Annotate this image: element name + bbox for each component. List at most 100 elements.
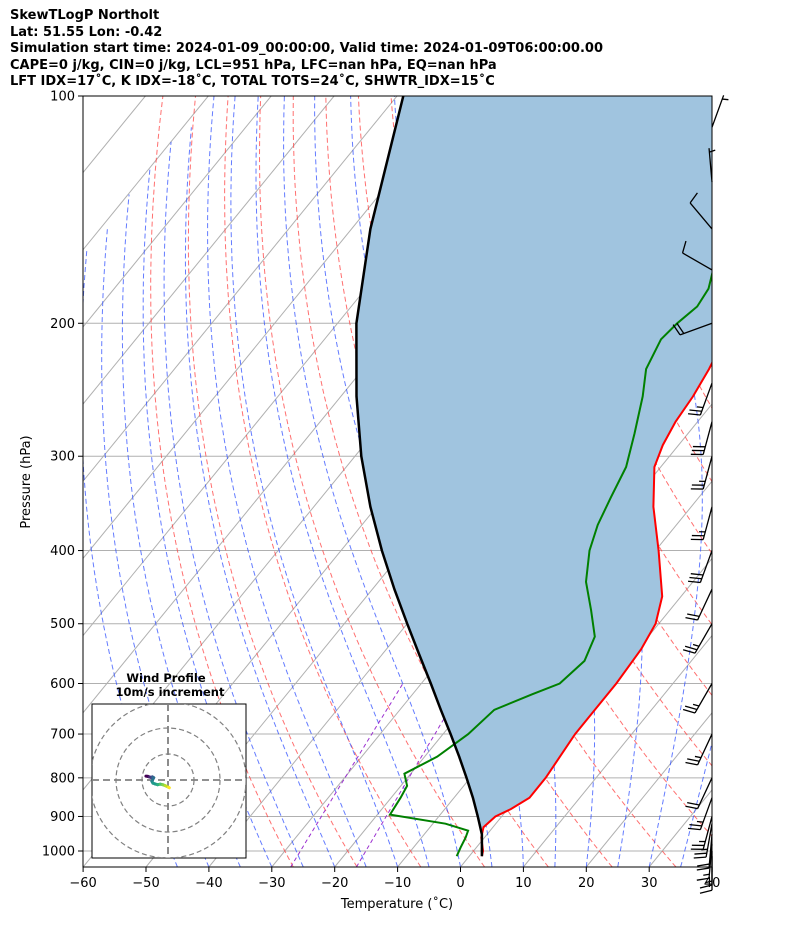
header-indices-line: LFT IDX=17˚C, K IDX=-18˚C, TOTAL TOTS=24…	[10, 74, 495, 89]
figure-header: SkewTLogP Northolt Lat: 51.55 Lon: -0.42…	[10, 8, 603, 91]
wind-barb-flag	[685, 761, 698, 766]
dry-adiabat	[150, 96, 294, 867]
wind-barb	[690, 421, 713, 456]
wind-barb-half-flag	[703, 873, 710, 876]
mixing-ratio-line	[290, 683, 404, 867]
wind-barb	[688, 550, 713, 584]
wind-barb-flag	[689, 409, 702, 412]
wind-barb-flag	[688, 827, 701, 831]
wind-barb-flag	[688, 413, 701, 416]
wind-barb-flag	[694, 852, 707, 855]
wind-barb-half-flag	[692, 703, 700, 707]
wind-barb-shaft	[702, 421, 713, 455]
wind-barb-shaft	[697, 588, 713, 621]
x-tick-label: 10	[515, 876, 532, 891]
y-tick-label: 200	[50, 317, 75, 332]
wind-barb-shaft	[697, 733, 713, 766]
moist-adiabat	[611, 96, 703, 867]
wind-barb-flag	[676, 322, 685, 334]
x-tick-label: −30	[258, 876, 285, 891]
dry-adiabat	[717, 96, 794, 867]
wind-barb-flag	[689, 576, 702, 580]
y-tick-label: 700	[50, 728, 75, 743]
wind-barb-shaft	[705, 823, 713, 858]
wind-barb-shaft	[694, 683, 713, 714]
wind-barb-flag	[682, 649, 696, 654]
y-tick-label: 400	[50, 544, 75, 559]
x-tick-label: −40	[195, 876, 222, 891]
isotherm-50	[775, 96, 794, 867]
wind-barb-flag	[688, 580, 701, 584]
hodograph-plot	[92, 704, 246, 858]
wind-barb	[690, 816, 713, 850]
header-cape-line: CAPE=0 j/kg, CIN=0 j/kg, LCL=951 hPa, LF…	[10, 57, 497, 73]
wind-barb-flag	[685, 805, 698, 810]
cape-cin-shading	[356, 96, 712, 857]
wind-barb	[690, 506, 713, 541]
wind-barb	[685, 733, 713, 766]
wind-barb	[696, 834, 713, 871]
isotherm-20	[585, 711, 712, 867]
moist-adiabat	[101, 228, 210, 867]
wind-barb	[699, 851, 713, 889]
wind-barb-shaft	[711, 95, 725, 128]
isotherm--140	[83, 96, 209, 251]
wind-barb-flag	[681, 240, 687, 254]
y-tick-label: 300	[50, 450, 75, 465]
wind-barb-shaft	[699, 382, 713, 416]
wind-barb-flag	[699, 884, 713, 889]
wind-barb-flag	[687, 802, 700, 806]
wind-barbs	[672, 95, 729, 894]
dry-adiabat	[258, 96, 486, 867]
isotherm--130	[83, 96, 272, 328]
y-tick-label: 100	[50, 90, 75, 105]
isotherm--100	[83, 96, 461, 560]
y-tick-label: 500	[50, 617, 75, 632]
x-tick-label: −50	[132, 876, 159, 891]
moist-adiabat	[744, 96, 794, 867]
wind-barb-half-flag	[696, 406, 704, 409]
x-axis-label: Temperature (˚C)	[340, 896, 453, 912]
isotherm--120	[83, 96, 335, 405]
wind-barb-flag	[696, 877, 710, 881]
wind-barb-shaft	[708, 148, 713, 183]
wind-barb-flag	[687, 613, 700, 618]
wind-barb-flag	[696, 867, 710, 871]
wind-barb	[688, 797, 713, 831]
wind-barb	[696, 844, 713, 881]
parcel-profile	[355, 96, 484, 857]
wind-barb-half-flag	[705, 880, 713, 884]
isotherm--160	[0, 96, 83, 867]
moist-adiabat	[711, 865, 712, 867]
moist-adiabat	[184, 127, 336, 867]
wind-barb-flag	[690, 573, 704, 576]
wind-barb-shaft	[682, 252, 713, 271]
header-station: SkewTLogP Northolt	[10, 8, 160, 23]
y-axis-ticks: 100 200 300 400 500 600 700 800 900 1000	[42, 90, 83, 860]
header-location: Lat: 51.55 Lon: -0.42	[10, 24, 163, 40]
wind-barb-flag	[697, 863, 710, 867]
dry-adiabat	[224, 96, 422, 867]
isotherm--110	[83, 96, 398, 483]
y-axis-label: Pressure (hPa)	[19, 435, 34, 528]
wind-barb-shaft	[699, 797, 713, 830]
x-tick-label: −10	[384, 876, 411, 891]
wind-barb-flag	[682, 708, 696, 714]
wind-barb-flag	[689, 823, 702, 827]
dewpoint-profile	[388, 270, 712, 857]
wind-barb-shaft	[697, 777, 713, 809]
wind-barb-flag	[687, 758, 700, 762]
wind-barb	[682, 623, 713, 654]
moist-adiabat	[142, 169, 273, 867]
wind-barb-half-flag	[722, 98, 729, 101]
wind-barb-shaft	[699, 550, 713, 583]
moist-adiabat	[121, 194, 241, 867]
x-tick-label: −20	[321, 876, 348, 891]
wind-barb-half-flag	[709, 149, 716, 153]
wind-barb-half-flag	[694, 755, 702, 759]
cape-shaded-area	[356, 96, 712, 857]
dry-adiabat	[455, 96, 712, 697]
wind-barb-shaft	[708, 834, 713, 869]
wind-barb	[711, 95, 729, 128]
